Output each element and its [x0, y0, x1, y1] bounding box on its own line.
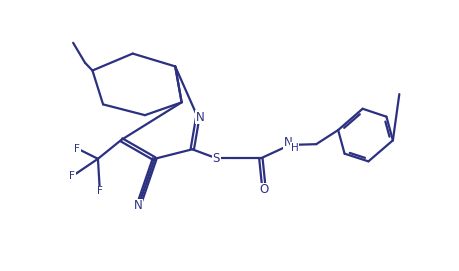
- Text: F: F: [97, 186, 102, 196]
- Text: S: S: [212, 152, 220, 165]
- Text: F: F: [74, 144, 80, 154]
- Text: N: N: [134, 199, 143, 212]
- Text: F: F: [69, 171, 75, 181]
- Text: N: N: [283, 136, 292, 149]
- Text: N: N: [195, 111, 204, 124]
- Text: O: O: [259, 183, 268, 196]
- Text: H: H: [290, 143, 298, 153]
